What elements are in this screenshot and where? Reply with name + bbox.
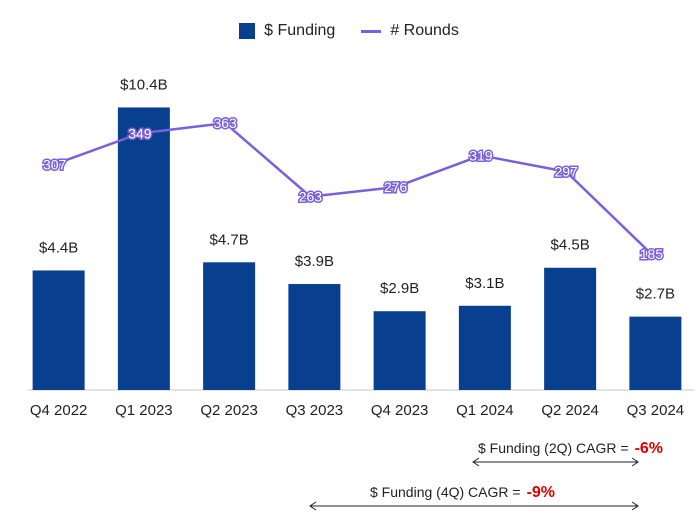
bar-2 xyxy=(203,262,256,390)
bar-label-4: $2.9B xyxy=(380,280,419,297)
rounds-label-7: 185 xyxy=(640,246,664,262)
bar-6 xyxy=(544,267,597,390)
rounds-line xyxy=(54,121,653,255)
x-tick-label-3: Q3 2023 xyxy=(286,402,344,419)
funding-swatch-icon xyxy=(239,23,256,39)
cagr-4q-label: $ Funding (4Q) CAGR = xyxy=(370,484,521,500)
rounds-label-2: 363 xyxy=(213,115,237,131)
x-tick-label-4: Q4 2023 xyxy=(371,402,429,419)
x-tick-label-2: Q2 2023 xyxy=(200,402,258,419)
bar-label-5: $3.1B xyxy=(465,275,504,292)
legend-item-funding[interactable]: $ Funding xyxy=(239,22,335,40)
cagr-4q-value: -9% xyxy=(526,484,556,501)
rounds-label-3: 263 xyxy=(299,189,323,205)
cagr-4q: $ Funding (4Q) CAGR = -9% xyxy=(370,484,555,502)
legend-funding-label: $ Funding xyxy=(264,22,336,39)
cagr-2q-label: $ Funding (2Q) CAGR = xyxy=(478,440,629,456)
bar-label-7: $2.7B xyxy=(636,286,675,303)
bar-0 xyxy=(32,270,85,390)
bar-5 xyxy=(458,305,511,390)
rounds-label-6: 297 xyxy=(554,164,578,180)
bar-label-3: $3.9B xyxy=(295,253,334,270)
bar-7 xyxy=(629,316,682,390)
bar-label-0: $4.4B xyxy=(39,239,78,256)
legend: $ Funding # Rounds xyxy=(0,22,698,40)
x-tick-label-1: Q1 2023 xyxy=(115,402,173,419)
cagr-2q-value: -6% xyxy=(634,440,664,457)
rounds-label-4: 276 xyxy=(384,179,408,195)
rounds-label-5: 319 xyxy=(469,147,493,163)
bar-label-1: $10.4B xyxy=(120,76,168,93)
x-tick-label-7: Q3 2024 xyxy=(627,402,685,419)
bar-label-2: $4.7B xyxy=(210,231,249,248)
legend-rounds-label: # Rounds xyxy=(390,22,459,39)
rounds-line-icon xyxy=(361,29,382,33)
rounds-label-0: 307 xyxy=(43,156,67,172)
cagr-2q-arrow-left-head xyxy=(472,457,480,467)
legend-item-rounds[interactable]: # Rounds xyxy=(361,22,459,40)
x-tick-label-0: Q4 2022 xyxy=(30,402,88,419)
x-tick-label-5: Q1 2024 xyxy=(456,402,514,419)
bar-label-6: $4.5B xyxy=(551,237,590,254)
rounds-label-1: 349 xyxy=(128,125,152,141)
cagr-2q-arrow-right-head xyxy=(631,457,639,467)
bar-3 xyxy=(288,284,341,390)
cagr-4q-arrow-left-head xyxy=(309,501,317,511)
bar-4 xyxy=(373,311,426,390)
cagr-2q: $ Funding (2Q) CAGR = -6% xyxy=(478,440,663,458)
bar-1 xyxy=(117,107,170,390)
x-tick-label-6: Q2 2024 xyxy=(541,402,599,419)
cagr-4q-arrow-right-head xyxy=(631,501,639,511)
